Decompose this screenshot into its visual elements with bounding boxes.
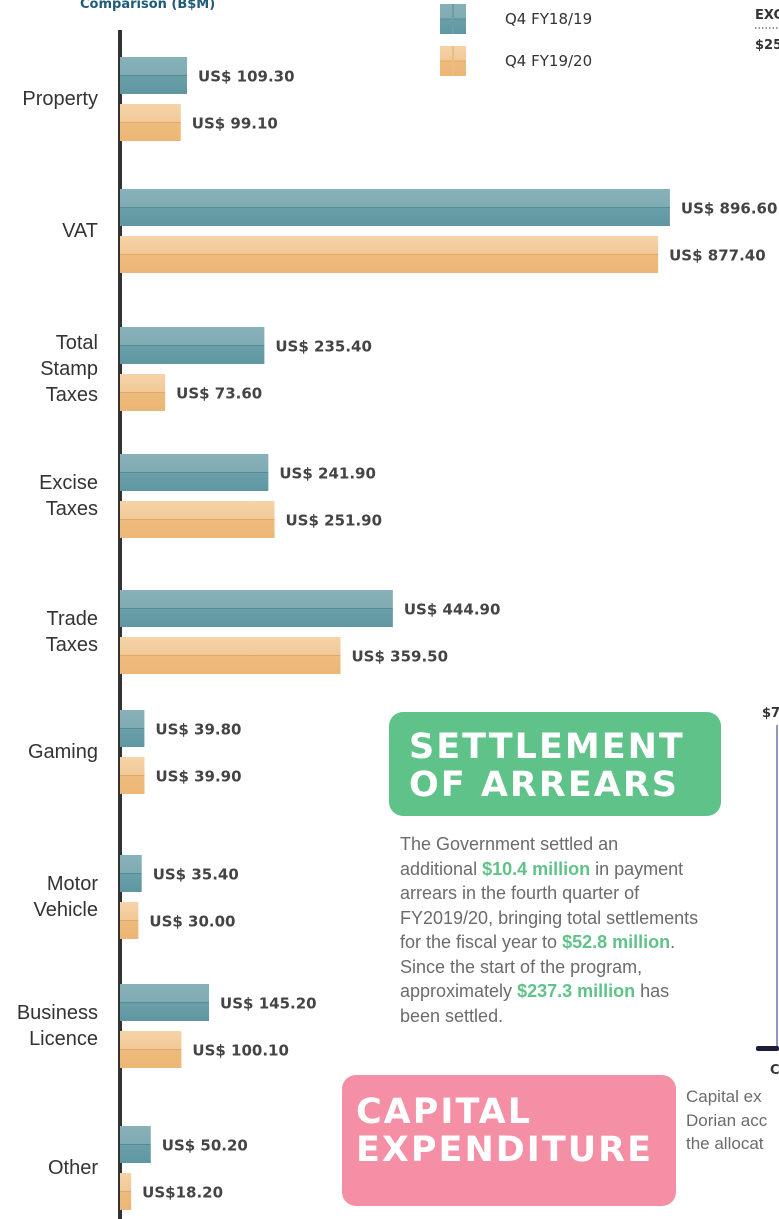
highlight: $237.3 million — [517, 981, 636, 1001]
text-line: Dorian acc — [686, 1110, 768, 1130]
bar — [120, 590, 393, 627]
value-label: US$ 39.80 — [155, 721, 241, 739]
bar — [120, 236, 659, 273]
value-label: US$ 444.90 — [404, 601, 501, 619]
bar — [120, 327, 265, 364]
value-label: US$ 35.40 — [153, 866, 239, 884]
title-line: EXPENDITURE — [356, 1130, 653, 1170]
text: in payment arrears in the fourth quarter… — [400, 858, 699, 953]
value-label: US$ 877.40 — [669, 247, 766, 265]
settlement-box — [389, 712, 721, 816]
capital-title: CAPITAL EXPENDITURE — [356, 1093, 653, 1169]
category-label: Gaming — [27, 741, 98, 763]
legend-swatch-band — [452, 4, 454, 34]
bar — [120, 501, 275, 538]
value-label: US$ 896.60 — [681, 200, 778, 218]
title-line: OF ARREARS — [409, 765, 679, 805]
text-line: Capital ex — [686, 1087, 762, 1106]
legend-label: Q4 FY18/19 — [505, 10, 592, 28]
title-line: SETTLEMENT — [409, 727, 685, 767]
chart-subtitle: Comparison (B$M) — [80, 0, 215, 12]
category-label: Excise Taxes — [39, 472, 98, 520]
fragment: $25 — [755, 38, 779, 53]
category-label: Business Licence — [16, 1002, 98, 1050]
title-line: CAPITAL — [356, 1092, 532, 1132]
fragment: C — [770, 1063, 779, 1078]
value-label: US$ 251.90 — [285, 512, 382, 530]
right-edge: EXC $25 $7 C — [755, 8, 779, 1078]
text-line: the allocat — [686, 1134, 764, 1153]
fragment: $7 — [762, 706, 779, 721]
legend-label: Q4 FY19/20 — [505, 52, 592, 70]
bar — [120, 57, 188, 94]
highlight: $10.4 million — [482, 858, 591, 879]
capital-text: Capital ex Dorian acc the allocat — [686, 1085, 767, 1156]
highlight: $52.8 million — [562, 932, 671, 952]
bar — [120, 189, 670, 226]
value-label: US$ 109.30 — [198, 68, 295, 86]
text: . Since the start of the program, approx… — [400, 932, 676, 1001]
axis-fragment — [756, 1046, 779, 1051]
legend-swatch-band — [452, 46, 454, 76]
bar — [120, 104, 181, 141]
bar — [120, 855, 142, 892]
bar — [120, 1126, 151, 1163]
value-label: US$18.20 — [142, 1184, 223, 1202]
fragment: EXC — [755, 8, 779, 23]
category-label: Trade Taxes — [45, 608, 98, 656]
bar — [120, 1173, 132, 1210]
bar — [120, 710, 145, 747]
value-label: US$ 99.10 — [192, 115, 278, 133]
category-label: Total Stamp Taxes — [40, 332, 98, 406]
value-label: US$ 30.00 — [149, 913, 235, 931]
bar — [120, 454, 269, 491]
text: has been settled. — [400, 981, 670, 1026]
bar — [120, 902, 139, 939]
value-label: US$ 241.90 — [279, 465, 376, 483]
value-label: US$ 100.10 — [192, 1042, 289, 1060]
text: The Government settled an additional — [400, 834, 619, 879]
bar — [120, 1031, 182, 1068]
value-label: US$ 235.40 — [275, 338, 372, 356]
capital-box — [342, 1075, 676, 1206]
bars: US$ 109.30 US$ 99.10 US$ 896.60 US$ 877.40 U… — [120, 57, 777, 1210]
bar — [120, 984, 210, 1021]
value-label: US$ 39.90 — [155, 768, 241, 786]
bar — [120, 757, 145, 794]
bar — [120, 374, 166, 411]
category-label: Motor Vehicle — [33, 873, 99, 921]
category-label: Other — [47, 1157, 98, 1179]
value-label: US$ 145.20 — [220, 995, 317, 1013]
value-label: US$ 50.20 — [162, 1137, 248, 1155]
value-label: US$ 73.60 — [176, 385, 262, 403]
value-label: US$ 359.50 — [351, 648, 448, 666]
bar — [120, 637, 341, 674]
settlement-text: The Government settled an additional $10… — [400, 832, 700, 1028]
category-label: VAT — [62, 220, 98, 242]
category-label: Property — [22, 88, 98, 110]
settlement-title: SETTLEMENT OF ARREARS — [409, 728, 685, 804]
legend: Q4 FY18/19 Q4 FY19/20 — [440, 4, 592, 76]
